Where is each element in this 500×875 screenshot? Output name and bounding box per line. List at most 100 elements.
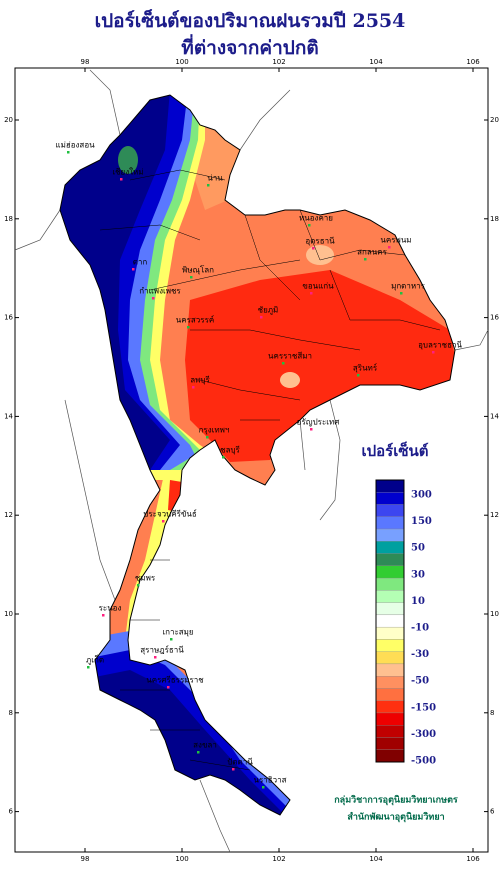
- place-label: ระนอง: [99, 604, 122, 613]
- neighbor-borders: [14, 69, 489, 853]
- place-label: ปัตตานี: [227, 758, 253, 767]
- station-dot: [132, 268, 135, 271]
- legend-swatch: [375, 712, 405, 726]
- legend-swatch: [375, 700, 405, 714]
- place-label: สกลนคร: [357, 248, 387, 257]
- lat-label: 6: [490, 808, 495, 816]
- legend-swatch: [375, 590, 405, 603]
- lon-label: 102: [272, 58, 285, 66]
- station-dot: [388, 246, 391, 249]
- place-label: ลพบุรี: [190, 376, 210, 385]
- station-dot: [308, 224, 311, 227]
- station-dot: [310, 292, 313, 295]
- place-label: สงขลา: [193, 741, 217, 750]
- lat-label: 10: [4, 610, 13, 618]
- place-label: สุราษฎร์ธานี: [140, 645, 184, 655]
- legend-swatch: [375, 602, 405, 616]
- place-label: ภูเก็ต: [86, 655, 104, 666]
- legend-swatch: [375, 663, 405, 677]
- lat-label: 12: [4, 511, 13, 519]
- lat-label: 16: [490, 314, 499, 322]
- place-label: แม่ฮ่องสอน: [55, 141, 95, 150]
- legend-swatch: [375, 725, 405, 738]
- place-label: สุรินทร์: [353, 363, 378, 373]
- place-label: มุกดาหาร: [391, 282, 426, 291]
- legend-frame: [375, 479, 405, 763]
- legend-swatch: [375, 504, 405, 517]
- legend-label: -50: [411, 676, 429, 687]
- legend-swatch: [375, 749, 405, 763]
- lon-label: 100: [175, 855, 188, 863]
- legend-title: เปอร์เซ็นต์: [361, 441, 428, 460]
- station-dot: [357, 374, 360, 377]
- lat-label: 16: [4, 314, 13, 322]
- lon-label: 104: [369, 58, 383, 66]
- place-label: อุบลราชธานี: [418, 341, 462, 350]
- legend-swatch: [375, 626, 405, 640]
- legend-swatch: [375, 639, 405, 652]
- place-label: พิษณุโลก: [182, 265, 214, 275]
- legend-swatch: [375, 565, 405, 579]
- lat-label: 8: [490, 709, 494, 717]
- station-dot: [170, 638, 173, 641]
- station-dot: [154, 656, 157, 659]
- lat-label: 14: [4, 412, 13, 420]
- station-dot: [67, 151, 70, 154]
- station-dot: [167, 686, 170, 689]
- place-label: ตาก: [133, 258, 148, 267]
- station-dot: [262, 786, 265, 789]
- lat-label: 12: [490, 511, 499, 519]
- station-dot: [120, 178, 123, 181]
- legend-swatch: [375, 528, 405, 542]
- station-dot: [310, 428, 313, 431]
- legend-label: -30: [411, 649, 429, 660]
- legend-label: -150: [411, 702, 436, 713]
- legend-swatch: [375, 577, 405, 591]
- place-label: เกาะสมุย: [162, 628, 193, 637]
- station-dot: [87, 666, 90, 669]
- lat-label: 14: [490, 412, 499, 420]
- lon-label: 104: [369, 855, 383, 863]
- legend-swatch: [375, 688, 405, 701]
- place-label: อุดรธานี: [305, 237, 335, 246]
- legend-swatch: [375, 479, 405, 493]
- place-label: กำแพงเพชร: [139, 287, 181, 296]
- legend-label: 300: [411, 490, 432, 501]
- place-label: นครศรีธรรมราช: [146, 676, 204, 685]
- place-label: กรุงเทพฯ: [199, 426, 230, 435]
- legend-label: -10: [411, 623, 429, 634]
- lon-label: 98: [81, 855, 90, 863]
- lat-label: 20: [4, 116, 13, 124]
- place-label: นครสวรรค์: [176, 315, 214, 325]
- legend-label: 150: [411, 516, 432, 527]
- lon-label: 106: [466, 58, 480, 66]
- legend-label: 10: [411, 596, 425, 607]
- legend-swatch: [375, 541, 405, 554]
- station-dot: [162, 520, 165, 523]
- legend-label: 50: [411, 543, 425, 554]
- station-dot: [282, 362, 285, 365]
- legend-swatch: [375, 676, 405, 689]
- station-dot: [364, 258, 367, 261]
- station-dot: [207, 184, 210, 187]
- station-dot: [187, 326, 190, 329]
- legend-label: 30: [411, 569, 425, 580]
- lat-label: 20: [490, 116, 499, 124]
- station-dot: [222, 456, 225, 459]
- station-dot: [260, 316, 263, 319]
- legend-swatch: [375, 737, 405, 750]
- lon-label: 98: [81, 58, 90, 66]
- lon-label: 106: [466, 855, 480, 863]
- legend-label: -300: [411, 729, 436, 740]
- legend-swatch: [375, 614, 405, 628]
- legend-swatch: [375, 492, 405, 505]
- lon-label: 102: [272, 855, 285, 863]
- station-dot: [197, 751, 200, 754]
- station-dot: [190, 276, 193, 279]
- place-label: น่าน: [207, 174, 223, 183]
- station-dot: [232, 768, 235, 771]
- title-line: ที่ต่างจากค่าปกติ: [181, 34, 318, 59]
- legend-label: -500: [411, 756, 436, 767]
- place-label: เชียงใหม่: [112, 168, 143, 177]
